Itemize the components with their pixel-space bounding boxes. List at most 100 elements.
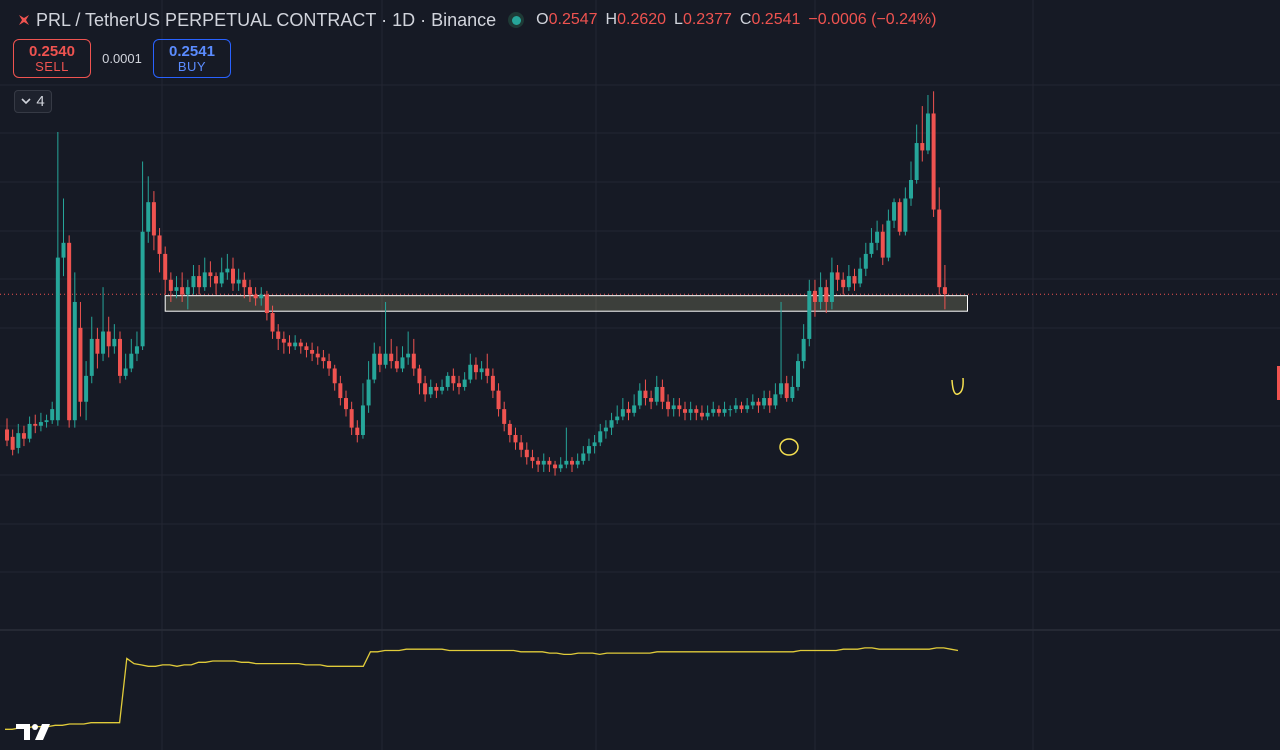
candle [671, 398, 676, 417]
candle [202, 257, 207, 291]
candle [372, 342, 377, 384]
candle [705, 405, 710, 421]
candle [468, 353, 473, 384]
sell-button[interactable]: 0.2540 SELL [13, 39, 91, 78]
candle-body [524, 449, 529, 458]
indicators-toggle-button[interactable]: 4 [14, 90, 52, 113]
candle-body [123, 368, 128, 376]
candle-body [897, 202, 902, 232]
candle-body [140, 231, 145, 347]
candle-body [739, 405, 744, 410]
candle [812, 279, 817, 317]
candle-body [875, 231, 880, 243]
candle-body [344, 398, 348, 410]
candle-body [615, 416, 620, 421]
candle-body [457, 383, 461, 387]
candle-body [496, 390, 501, 410]
candle-body [72, 301, 77, 421]
candle [858, 257, 863, 288]
symbol-title[interactable]: PRL / TetherUS PERPETUAL CONTRACT · 1D ·… [36, 9, 497, 30]
candle-body [490, 375, 495, 391]
candle-body [852, 276, 857, 284]
candle [479, 361, 484, 380]
candle-body [219, 272, 224, 284]
candle [10, 429, 15, 456]
candle [219, 257, 224, 288]
candle [513, 427, 518, 450]
candle-body [637, 390, 642, 406]
candle [168, 272, 173, 302]
candle [366, 361, 371, 413]
candle-body [603, 427, 608, 432]
candle-body [168, 279, 173, 291]
candle [445, 372, 450, 391]
candle [55, 131, 60, 426]
candle [547, 457, 552, 472]
candle-body [293, 342, 298, 347]
candle [259, 287, 264, 306]
indicator-line [5, 647, 959, 730]
candle-body [236, 279, 241, 284]
candle [756, 398, 761, 413]
candle [236, 268, 241, 291]
candle-body [858, 268, 863, 284]
candle [541, 453, 546, 472]
candle-body [310, 350, 315, 354]
candle-body [197, 276, 202, 288]
ohlc-values: O0.2547 H0.2620 L0.2377 C0.2541 −0.0006 … [536, 11, 937, 28]
candle [852, 268, 857, 291]
candle [694, 405, 699, 421]
candle-body [180, 287, 185, 295]
candle-body [253, 294, 258, 299]
candle-body [89, 338, 94, 376]
candle [61, 198, 66, 277]
candle [609, 412, 614, 435]
tradingview-logo-icon[interactable] [16, 720, 54, 742]
candle-body [360, 405, 365, 435]
candle-body [886, 220, 891, 258]
candle [863, 242, 868, 277]
candle-body [880, 231, 885, 258]
candle-body [863, 253, 868, 269]
candle-body [942, 287, 947, 295]
candle [875, 220, 880, 251]
candle-body [581, 453, 586, 461]
candle [95, 327, 100, 369]
candle-body [553, 464, 558, 469]
candle [157, 228, 162, 273]
candle [530, 449, 535, 469]
candle [829, 257, 834, 310]
candle-body [660, 386, 665, 402]
candle-body [27, 423, 32, 439]
candle [462, 372, 467, 391]
candle-body [592, 442, 597, 447]
candle-body [95, 338, 100, 354]
candle-body [920, 143, 925, 151]
candle [293, 335, 298, 350]
buy-button[interactable]: 0.2541 BUY [153, 39, 231, 78]
candle [903, 187, 908, 236]
candle-body [287, 342, 292, 347]
candle-body [570, 460, 574, 465]
candle-body [428, 386, 433, 395]
candle [773, 383, 778, 410]
candle [394, 346, 399, 373]
candle-body [327, 361, 332, 369]
candle [72, 272, 77, 428]
candle-body [321, 357, 326, 362]
candle-body [716, 409, 721, 413]
candle [67, 235, 72, 428]
candle [643, 379, 648, 406]
candle [298, 338, 303, 354]
candle [360, 383, 365, 439]
candle [807, 279, 812, 347]
candle [570, 457, 574, 472]
candle-body [671, 405, 676, 410]
candle [78, 301, 83, 417]
candle-body [101, 331, 106, 354]
candle [417, 364, 422, 395]
candle [688, 401, 693, 421]
candle [620, 398, 625, 421]
candle-body [50, 409, 55, 421]
candle-body [5, 429, 9, 441]
